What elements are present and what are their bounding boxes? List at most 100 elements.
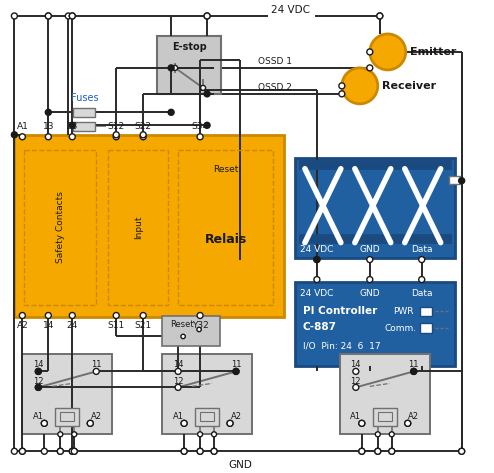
Bar	[24, 150, 96, 305]
Text: 24 VDC: 24 VDC	[300, 289, 333, 298]
Circle shape	[314, 277, 320, 282]
Text: Comm.: Comm.	[385, 324, 417, 333]
Text: S34: S34	[192, 122, 208, 131]
Text: A2: A2	[91, 412, 102, 421]
Text: Y32: Y32	[192, 322, 208, 331]
Circle shape	[69, 448, 75, 454]
Circle shape	[69, 134, 75, 140]
Circle shape	[87, 420, 93, 426]
Text: S21: S21	[134, 322, 152, 331]
Circle shape	[140, 313, 146, 318]
Bar	[378, 412, 392, 421]
Text: Reset: Reset	[170, 320, 194, 329]
Bar	[162, 354, 252, 434]
Text: 11: 11	[91, 360, 101, 369]
Bar	[200, 412, 214, 421]
Text: S11: S11	[108, 322, 125, 331]
Text: Reset: Reset	[213, 165, 238, 174]
Circle shape	[140, 132, 146, 138]
Bar	[420, 324, 432, 333]
Text: PWR: PWR	[393, 307, 413, 316]
Circle shape	[19, 313, 25, 318]
Text: 24 VDC: 24 VDC	[300, 245, 333, 254]
Circle shape	[227, 420, 233, 426]
Text: Safety Contacts: Safety Contacts	[56, 191, 65, 263]
Circle shape	[197, 134, 203, 140]
Circle shape	[41, 448, 47, 454]
Text: E-stop: E-stop	[172, 42, 206, 52]
Circle shape	[11, 448, 17, 454]
Bar	[195, 408, 219, 426]
Circle shape	[375, 448, 381, 454]
Circle shape	[405, 420, 411, 426]
Circle shape	[175, 385, 181, 390]
Circle shape	[58, 432, 63, 437]
Text: A2: A2	[408, 412, 419, 421]
Bar	[420, 307, 432, 316]
Bar	[55, 408, 79, 426]
Text: PI Controller: PI Controller	[303, 307, 377, 316]
Circle shape	[204, 123, 210, 128]
Text: GND: GND	[228, 460, 252, 470]
Text: 14: 14	[173, 360, 183, 369]
Text: GND: GND	[360, 289, 380, 298]
Text: 24 VDC: 24 VDC	[271, 5, 310, 15]
Circle shape	[87, 420, 93, 426]
Text: 12: 12	[33, 377, 43, 386]
Circle shape	[375, 448, 381, 454]
Circle shape	[367, 49, 373, 55]
Bar	[340, 354, 430, 434]
Circle shape	[419, 277, 425, 282]
Circle shape	[458, 178, 465, 184]
Circle shape	[197, 327, 201, 332]
Circle shape	[19, 448, 25, 454]
Text: A1: A1	[33, 412, 44, 421]
Text: Input: Input	[134, 215, 143, 239]
Text: S12: S12	[108, 122, 125, 131]
Text: Relais: Relais	[205, 233, 247, 245]
Circle shape	[211, 448, 217, 454]
Circle shape	[377, 13, 383, 19]
Circle shape	[389, 448, 395, 454]
Circle shape	[204, 13, 210, 19]
Circle shape	[181, 420, 187, 426]
Circle shape	[411, 368, 417, 375]
Circle shape	[69, 448, 75, 454]
Circle shape	[314, 256, 320, 263]
Circle shape	[458, 448, 465, 454]
Circle shape	[181, 448, 187, 454]
Circle shape	[69, 313, 75, 318]
Circle shape	[11, 13, 17, 19]
Circle shape	[45, 134, 51, 140]
Circle shape	[359, 420, 365, 426]
Bar	[22, 354, 112, 434]
Bar	[73, 108, 95, 117]
Circle shape	[19, 448, 25, 454]
Circle shape	[140, 134, 146, 140]
Text: GND: GND	[360, 245, 380, 254]
Circle shape	[411, 368, 417, 375]
Circle shape	[168, 65, 174, 71]
Circle shape	[36, 368, 41, 375]
Text: OSSD 2: OSSD 2	[258, 83, 292, 92]
Text: 14: 14	[351, 360, 361, 369]
Text: Data: Data	[411, 245, 432, 254]
Circle shape	[172, 65, 178, 70]
Circle shape	[233, 368, 239, 375]
Circle shape	[389, 432, 394, 437]
Circle shape	[353, 385, 359, 390]
Text: 12: 12	[173, 377, 183, 386]
Text: A1: A1	[16, 122, 28, 131]
Circle shape	[389, 448, 395, 454]
Circle shape	[339, 83, 345, 89]
Circle shape	[339, 91, 345, 97]
Circle shape	[72, 432, 77, 437]
Text: 14: 14	[42, 322, 54, 331]
Text: S22: S22	[135, 122, 152, 131]
Text: Emitter: Emitter	[410, 47, 456, 57]
Circle shape	[198, 432, 203, 437]
Circle shape	[211, 432, 216, 437]
Circle shape	[370, 34, 406, 70]
Text: 11: 11	[231, 360, 241, 369]
Circle shape	[367, 256, 373, 263]
